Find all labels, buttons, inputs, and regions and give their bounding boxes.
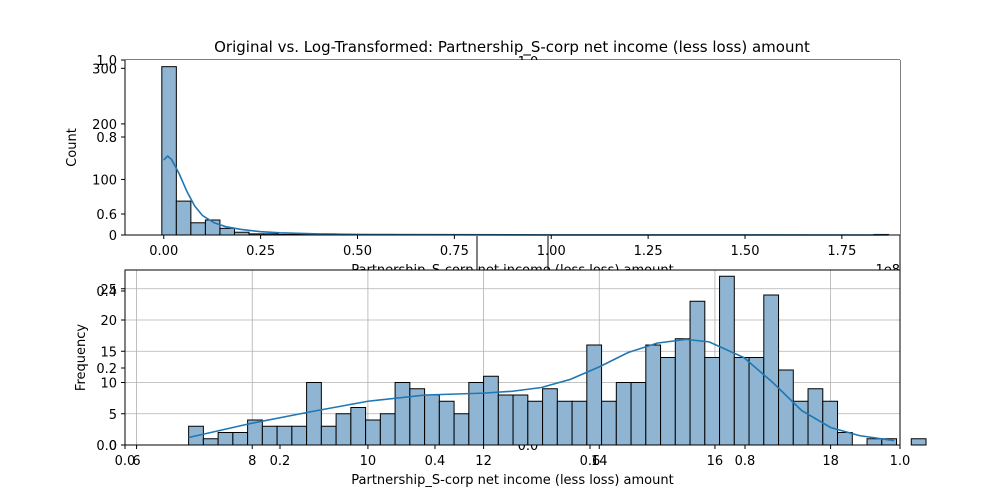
overlay-ytick-label: 0.2 — [96, 362, 117, 377]
histogram-bar — [822, 400, 839, 446]
histogram-bar — [512, 394, 529, 446]
x-tick-label: 1.75 — [827, 244, 856, 259]
histogram-bar — [438, 400, 455, 446]
histogram-bar — [571, 400, 588, 446]
histogram-bar — [219, 227, 235, 236]
histogram-bar — [175, 200, 192, 236]
histogram-bar — [719, 275, 735, 446]
axes-frame — [124, 269, 901, 446]
x-tick-label: 1.00 — [537, 244, 566, 259]
x-tick-label: 18 — [822, 454, 839, 469]
x-tick-label: 8 — [248, 454, 256, 469]
histogram-bar — [291, 425, 308, 446]
x-tick-label: 0.25 — [246, 244, 275, 259]
y-tick-label: 100 — [92, 173, 117, 188]
overlay-ytick-label: 0.0 — [96, 439, 117, 454]
histogram-bar — [527, 400, 544, 446]
y-axis-label: Count — [65, 128, 80, 167]
x-tick-label: 1.50 — [731, 244, 760, 259]
histogram-bar — [542, 388, 558, 446]
plot-background — [125, 60, 900, 235]
histogram-bar — [424, 394, 440, 446]
histogram-bar — [807, 388, 824, 446]
histogram-bar — [778, 369, 794, 446]
histogram-bar — [276, 425, 293, 446]
histogram-bar — [556, 400, 573, 446]
histogram-bar — [306, 382, 322, 446]
histogram-bar — [365, 419, 381, 446]
x-tick-label: 0.50 — [343, 244, 372, 259]
histogram-bar — [630, 382, 647, 446]
y-tick-label: 20 — [100, 314, 117, 329]
histogram-bar — [601, 400, 617, 446]
histogram-bar — [350, 407, 367, 446]
histogram-bar — [866, 438, 883, 446]
overlay-axes: 0.0 0.2 0.4 0.6 0.8 1.0 0.0 0.2 0.4 0.6 0.8 1.0 1.00… — [96, 54, 910, 469]
y-tick-label: 0 — [109, 439, 117, 454]
x-tick-label: 16 — [707, 454, 724, 469]
overlay-xtick-label: 0.6 — [580, 454, 601, 469]
y-tick-label: 5 — [109, 408, 117, 423]
histogram-bar — [910, 438, 927, 446]
overlay-ytick-label: 0.8 — [96, 131, 117, 146]
overlay-ytick-label: 1.0 — [96, 54, 117, 69]
histogram-bar — [689, 300, 706, 446]
histogram-bar — [379, 413, 396, 446]
histogram-bar — [704, 357, 721, 446]
x-tick-label: 6 — [132, 454, 140, 469]
histogram-bar — [792, 400, 809, 446]
histogram-bar — [748, 357, 765, 446]
x-tick-label: 1.25 — [634, 244, 663, 259]
overlay-xtick-label: 0.4 — [425, 454, 446, 469]
histogram-bar — [190, 222, 206, 236]
overlay-ytick-label: 0.6 — [96, 208, 117, 223]
overlay-ytick-label: 0.4 — [96, 285, 117, 300]
histogram-bar — [586, 344, 603, 446]
overlay-xtick-label: 1.0 — [890, 454, 911, 469]
histogram-bar — [261, 425, 278, 446]
histogram-bar — [202, 438, 219, 446]
overlay-xtick-label: 0.8 — [735, 454, 756, 469]
y-tick-label: 200 — [92, 118, 117, 133]
histogram-bar — [763, 294, 780, 446]
y-axis-label: Frequency — [74, 324, 89, 391]
histogram-bar — [468, 382, 485, 446]
histogram-bar — [161, 66, 177, 236]
histogram-bar — [453, 413, 470, 446]
histogram-bar — [674, 338, 691, 446]
x-tick-label: 12 — [475, 454, 492, 469]
histogram-bar — [217, 432, 234, 446]
y-tick-label: 25 — [100, 283, 117, 298]
histogram-bar — [335, 413, 352, 446]
x-tick-label: 14 — [591, 454, 608, 469]
y-tick-label: 10 — [100, 377, 117, 392]
original-histogram-panel: 0.00 0.25 0.50 0.75 1.00 1.25 1.50 1.75 0 100 200 3… — [65, 60, 900, 278]
histogram-bar — [320, 425, 337, 446]
kde-curve — [188, 338, 895, 442]
histogram-bar — [232, 432, 249, 446]
histogram-bar — [394, 382, 411, 446]
histogram-bar — [483, 375, 499, 446]
x-tick-label: 0.75 — [440, 244, 469, 259]
histogram-bar — [837, 432, 853, 446]
overlay-xtick-label: 0.2 — [270, 454, 291, 469]
x-tick-label: 0.00 — [149, 244, 178, 259]
histogram-bar — [645, 344, 662, 446]
y-tick-label: 0 — [109, 229, 117, 244]
x-axis-label: Partnership_S-corp net income (less loss… — [351, 473, 673, 488]
y-tick-label: 300 — [92, 62, 117, 77]
histogram-bar — [660, 357, 676, 446]
histogram-bar — [497, 394, 514, 446]
log-histogram-panel: 6 8 10 12 14 16 18 0 5 10 15 20 25 Partnership_S-corp… — [74, 269, 927, 488]
y-tick-label: 15 — [100, 345, 117, 360]
histogram-bar — [615, 382, 632, 446]
overlay-xtick-label: 0.0 — [115, 454, 136, 469]
x-tick-label: 10 — [360, 454, 377, 469]
figure-title: Original vs. Log-Transformed: Partnershi… — [214, 38, 810, 57]
histogram-bar — [733, 357, 750, 446]
